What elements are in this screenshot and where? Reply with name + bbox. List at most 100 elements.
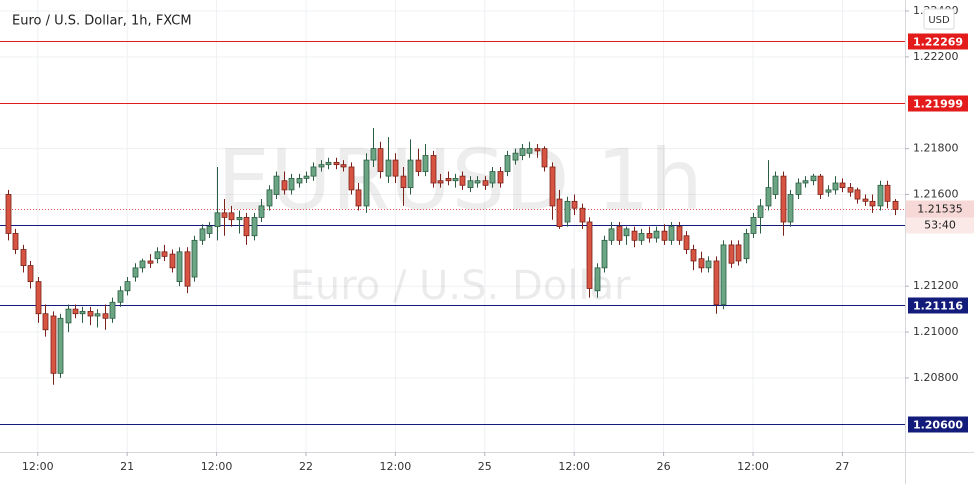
candle-body [884, 184, 891, 202]
candle-body [832, 182, 839, 191]
candle-body [646, 233, 653, 239]
candle-body [348, 166, 355, 191]
level-label-box [908, 297, 968, 314]
candle-body [676, 226, 683, 241]
candle-body [564, 200, 571, 223]
y-tick-label: 1.20800 [913, 371, 959, 384]
candle-body [243, 217, 250, 237]
candle-body [5, 194, 12, 234]
candle-body [802, 180, 809, 184]
x-tick-label: 26 [657, 460, 671, 473]
candle-body [147, 260, 154, 264]
candle-body [854, 189, 861, 200]
candle-body [355, 189, 362, 207]
level-label-box [908, 33, 968, 50]
candle-body [623, 228, 630, 237]
y-tick-label: 1.21600 [913, 187, 959, 200]
candle-body [817, 175, 824, 195]
candle-body [191, 239, 198, 278]
candle-body [236, 217, 243, 221]
candle-body [690, 249, 697, 262]
candle-body [608, 228, 615, 241]
candle-body [698, 258, 705, 269]
candle-body [27, 265, 34, 283]
candle-body [94, 313, 101, 317]
candle-body [631, 230, 638, 241]
candle-body [571, 200, 578, 209]
candle-body [430, 155, 437, 184]
candle-body [579, 207, 586, 223]
candle-body [795, 182, 802, 195]
candle-body [467, 180, 474, 188]
countdown-box [906, 217, 974, 234]
candle-body [65, 308, 72, 324]
candle-body [35, 281, 42, 315]
candle-body [102, 313, 109, 319]
candle-body [251, 217, 258, 237]
candle-body [132, 267, 139, 278]
y-tick-label: 1.21200 [913, 279, 959, 292]
candle-body [57, 317, 64, 374]
candle-body [772, 175, 779, 195]
candle-body [713, 260, 720, 305]
candle-body [735, 244, 742, 262]
candle-body [407, 159, 414, 188]
candle-body [400, 175, 407, 188]
x-tick-label: 27 [835, 460, 849, 473]
candle-body [653, 230, 660, 239]
candle-body [370, 148, 377, 161]
axes: 1.224001.222001.218001.216001.212001.210… [22, 4, 974, 473]
candle-body [228, 212, 235, 221]
candle-body [273, 175, 280, 195]
x-tick-label: 21 [120, 460, 134, 473]
x-tick-label: 12:00 [558, 460, 590, 473]
candle-body [385, 159, 392, 177]
candle-body [87, 311, 94, 317]
last-price-box [906, 200, 974, 218]
candle-body [79, 311, 86, 315]
y-tick-label: 1.22200 [913, 50, 959, 63]
x-tick-label: 22 [299, 460, 313, 473]
candle-body [638, 233, 645, 241]
candle-body [594, 267, 601, 292]
candle-body [415, 159, 422, 172]
watermark-subtitle: Euro / U.S. Dollar [290, 263, 631, 309]
candle-body [519, 148, 526, 156]
candle-body [720, 244, 727, 305]
candle-body [601, 239, 608, 269]
x-tick-label: 12:00 [380, 460, 412, 473]
candle-body [728, 244, 735, 264]
candle-body [310, 166, 317, 177]
candle-body [705, 260, 712, 269]
candles [5, 127, 899, 385]
candle-body [541, 148, 548, 168]
candle-body [340, 164, 347, 168]
candle-body [489, 171, 496, 184]
candle-body [862, 198, 869, 202]
candle-body [206, 226, 213, 234]
candle-body [512, 152, 519, 161]
candle-body [661, 230, 668, 241]
countdown-label: 53:40 [924, 219, 956, 232]
candle-body [437, 180, 444, 184]
candle-body [258, 205, 265, 218]
candle-body [124, 281, 131, 292]
currency-box [923, 8, 955, 30]
candle-body [50, 315, 57, 374]
candle-body [825, 189, 832, 193]
candle-body [847, 187, 854, 193]
candle-body [668, 226, 675, 241]
candle-body [869, 200, 876, 207]
candle-body [281, 180, 288, 191]
candle-body [199, 228, 206, 241]
candle-body [556, 198, 563, 227]
candle-body [109, 301, 116, 319]
candle-body [12, 233, 19, 250]
level-label: 1.22269 [913, 36, 963, 49]
candle-body [221, 212, 228, 218]
last-price-label: 1.21535 [917, 203, 963, 216]
candle-body [683, 235, 690, 250]
